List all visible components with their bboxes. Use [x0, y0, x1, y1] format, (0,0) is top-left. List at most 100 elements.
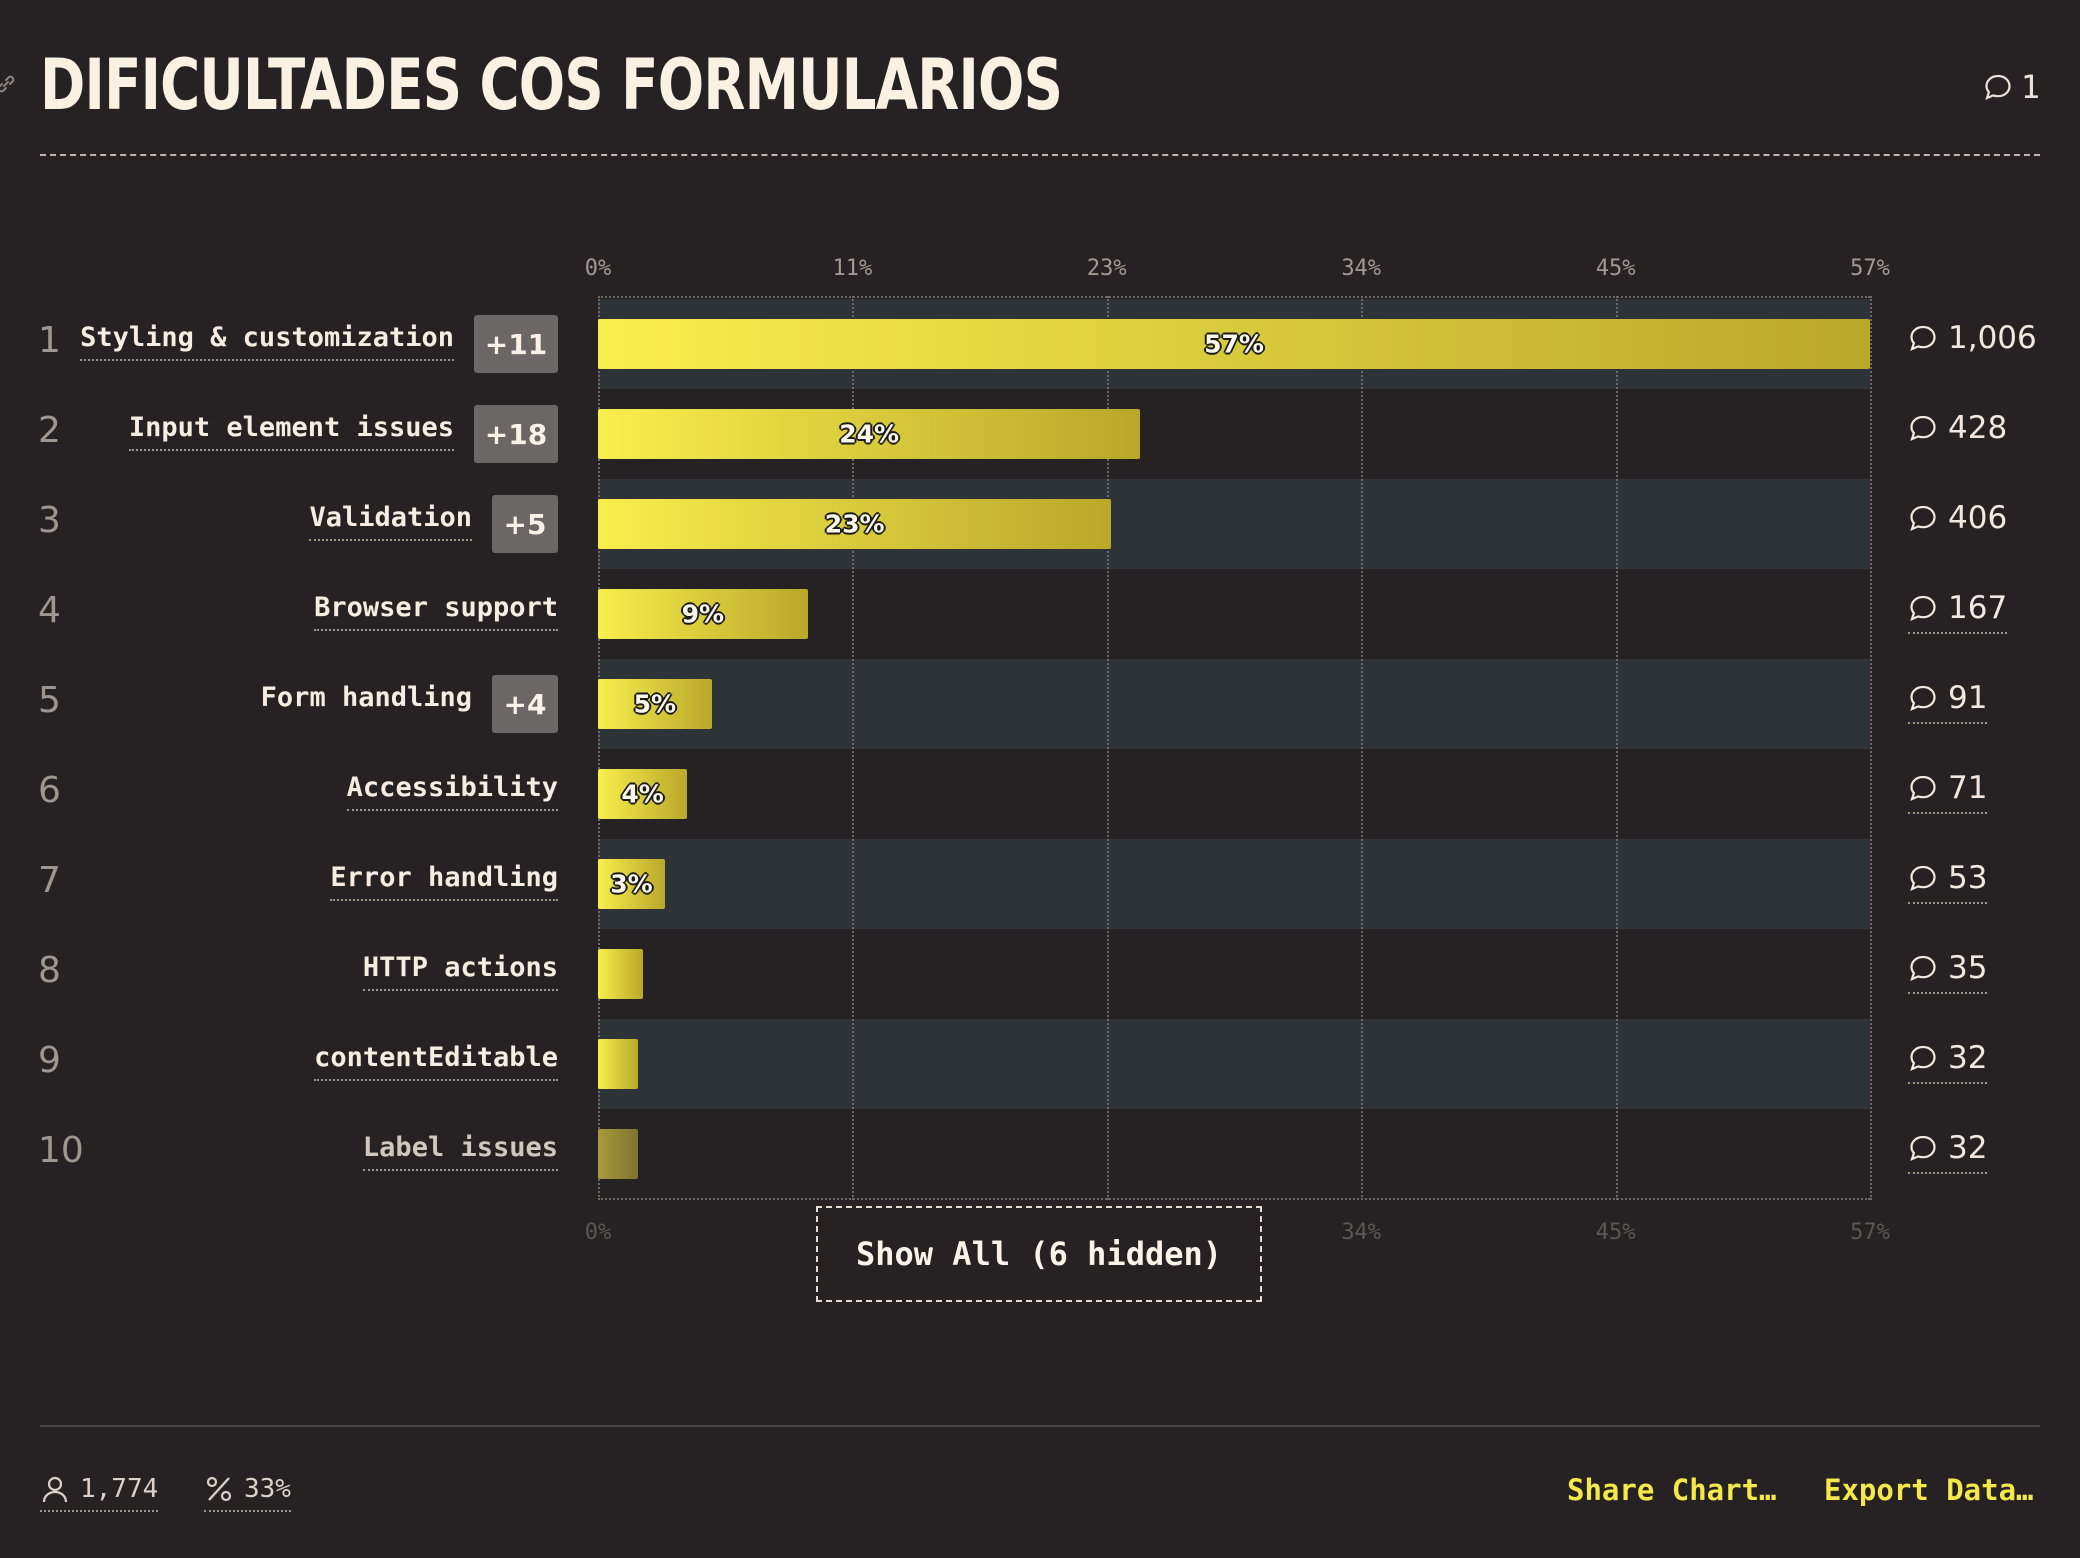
- category-label[interactable]: contentEditable: [314, 1042, 558, 1081]
- category-label[interactable]: Label issues: [362, 1132, 558, 1171]
- gridline: [1615, 296, 1618, 1200]
- row-band: [598, 749, 1870, 839]
- category-label[interactable]: Validation: [309, 502, 472, 541]
- row-rank: 8: [38, 950, 61, 991]
- row-comment-count: 32: [1948, 1130, 1988, 1166]
- link-icon[interactable]: [0, 72, 18, 96]
- category-label[interactable]: Error handling: [330, 862, 558, 901]
- bar[interactable]: [598, 859, 665, 909]
- row-comment-count: 71: [1948, 770, 1988, 806]
- row-comments-button[interactable]: 167: [1908, 590, 2008, 634]
- footer-divider: [40, 1425, 2040, 1427]
- more-items-badge[interactable]: +4: [492, 675, 558, 733]
- percent-icon: [206, 1476, 232, 1502]
- x-axis-top: [598, 296, 1870, 298]
- row-band: [598, 1019, 1870, 1109]
- row-comment-count: 428: [1948, 410, 2008, 446]
- row-rank: 10: [38, 1130, 84, 1171]
- gridline: [852, 296, 855, 1200]
- comment-icon: [1910, 415, 1936, 441]
- row-band: [598, 839, 1870, 929]
- category-label[interactable]: Form handling: [260, 682, 472, 713]
- row-rank: 2: [38, 410, 61, 451]
- percent-value: 33%: [244, 1474, 291, 1504]
- x-tick-label-bottom: 45%: [1595, 1220, 1636, 1245]
- bar[interactable]: [598, 499, 1112, 549]
- bar-chart: 0%0%11%11%23%23%34%34%45%45%57%57%1+11St…: [38, 256, 2037, 1245]
- row-comment-count: 35: [1948, 950, 1988, 986]
- row-comments-button[interactable]: 406: [1908, 500, 2007, 542]
- row-comments-button[interactable]: 428: [1908, 410, 2007, 452]
- respondents-count: 1,774: [80, 1474, 159, 1504]
- bar[interactable]: [598, 1039, 639, 1089]
- x-tick-label-top: 11%: [832, 256, 873, 281]
- more-items-badge[interactable]: +18: [474, 405, 558, 463]
- more-items-badge[interactable]: +5: [492, 495, 558, 553]
- bar-value-label: 3%: [610, 869, 653, 899]
- row-rank: 7: [38, 860, 61, 901]
- row-comments-button[interactable]: 71: [1908, 770, 1988, 814]
- bar-value-label: 9%: [681, 599, 725, 629]
- comment-icon: [1910, 1135, 1936, 1161]
- row-comment-count: 32: [1948, 1040, 1988, 1076]
- header-comments-button[interactable]: 1: [1983, 68, 2040, 106]
- x-axis-bottom: [598, 1198, 1870, 1200]
- bar-value-label: 57%: [1204, 329, 1264, 359]
- more-items-badge[interactable]: +11: [474, 315, 558, 373]
- row-comments-button[interactable]: 1,006: [1908, 320, 2037, 362]
- bar[interactable]: [598, 679, 712, 729]
- export-data-button[interactable]: Export Data…: [1824, 1473, 2034, 1507]
- category-label[interactable]: Input element issues: [128, 412, 454, 451]
- row-comments-button[interactable]: 32: [1908, 1040, 1988, 1084]
- bar[interactable]: [598, 589, 808, 639]
- comment-icon: [1910, 505, 1936, 531]
- row-rank: 6: [38, 770, 61, 811]
- row-comment-count: 1,006: [1948, 320, 2037, 356]
- category-label[interactable]: Browser support: [314, 592, 558, 631]
- respondents-stat[interactable]: 1,774: [40, 1474, 159, 1512]
- bar[interactable]: [598, 769, 688, 819]
- bar[interactable]: [598, 319, 1870, 369]
- bar-value-label: 23%: [824, 509, 885, 539]
- percent-stat[interactable]: 33%: [204, 1474, 291, 1512]
- row-band: [598, 659, 1870, 749]
- category-label[interactable]: Accessibility: [346, 772, 558, 811]
- bar[interactable]: [598, 1129, 639, 1179]
- row-comment-count: 53: [1948, 860, 1988, 896]
- bar-value-label: 24%: [839, 419, 900, 449]
- share-chart-button[interactable]: Share Chart…: [1567, 1473, 1777, 1507]
- gridline: [1361, 296, 1364, 1200]
- row-rank: 4: [38, 590, 61, 631]
- row-band: [598, 929, 1870, 1019]
- comment-icon: [1910, 595, 1936, 621]
- page-title: DIFICULTADES COS FORMULARIOS: [40, 44, 1063, 126]
- user-icon: [42, 1476, 68, 1503]
- x-tick-label-top: 0%: [584, 256, 612, 281]
- x-tick-label-top: 57%: [1850, 256, 1890, 281]
- show-all-button[interactable]: Show All (6 hidden): [816, 1206, 1262, 1302]
- x-tick-label-bottom: 34%: [1341, 1220, 1382, 1245]
- comment-icon: [1910, 1045, 1936, 1071]
- row-rank: 3: [38, 500, 61, 541]
- category-label[interactable]: Styling & customization: [80, 322, 454, 361]
- x-tick-label-top: 45%: [1595, 256, 1636, 281]
- row-comments-button[interactable]: 91: [1908, 680, 1988, 724]
- bar-value-label: 4%: [621, 779, 664, 809]
- category-label[interactable]: HTTP actions: [362, 952, 558, 991]
- row-comments-button[interactable]: 53: [1908, 860, 1988, 904]
- x-tick-label-top: 23%: [1086, 256, 1127, 281]
- bar[interactable]: [598, 949, 643, 999]
- gridline: [1106, 296, 1109, 1200]
- header-comment-count: 1: [2020, 68, 2040, 106]
- row-comments-button[interactable]: 32: [1908, 1130, 1988, 1174]
- gridline: [1870, 296, 1872, 1200]
- bar[interactable]: [598, 409, 1141, 459]
- x-tick-label-bottom: 57%: [1850, 1220, 1890, 1245]
- header-divider: [40, 154, 2040, 156]
- row-comment-count: 406: [1948, 500, 2008, 536]
- gridline: [598, 296, 600, 1200]
- comment-icon: [1910, 775, 1936, 801]
- row-comments-button[interactable]: 35: [1908, 950, 1988, 994]
- row-rank: 9: [38, 1040, 61, 1081]
- comment-icon: [1910, 685, 1936, 711]
